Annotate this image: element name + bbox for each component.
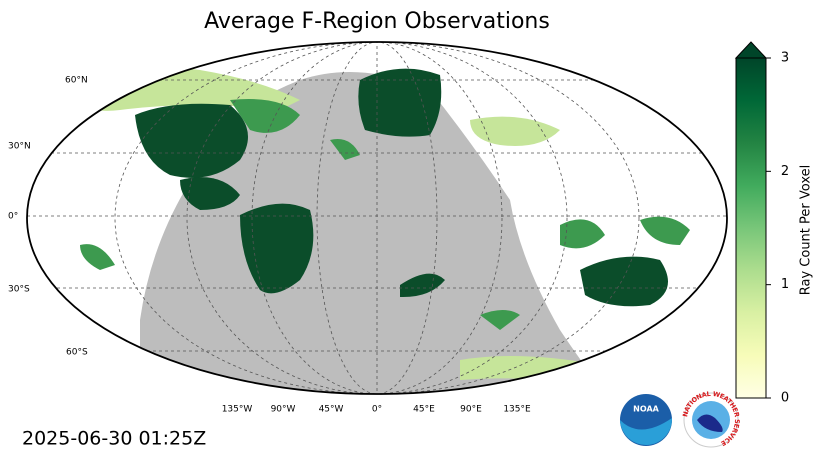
lon-label: 135°W [222,405,253,415]
lon-label: 135°E [503,405,531,415]
lon-label: 45°W [319,405,344,415]
lat-label: 60°S [66,348,88,358]
lat-label: 30°N [8,142,31,152]
colorbar-tick-label: 2 [781,164,789,179]
lat-labels: 60°N 30°N 0° 30°S 60°S [8,76,88,358]
colorbar-tick-label: 3 [781,51,789,66]
colorbar: 0 1 2 3 [734,41,789,406]
lon-labels: 135°W 90°W 45°W 0° 45°E 90°E 135°E [222,405,531,415]
lat-label: 0° [8,212,18,222]
colorbar-frame [735,57,767,399]
lat-label: 30°S [8,285,30,295]
noaa-text: NOAA [633,405,659,414]
nws-logo: NATIONAL WEATHER SERVICE [681,390,741,448]
timestamp: 2025-06-30 01:25Z [22,428,206,450]
colorbar-fill [736,58,766,398]
lon-label: 90°W [271,405,296,415]
lon-label: 90°E [460,405,482,415]
lat-label: 60°N [65,76,88,86]
noaa-logo: NOAA [620,394,673,446]
colorbar-label: Ray Count Per Voxel [799,165,814,295]
map-border [26,41,728,395]
colorbar-tick-label: 0 [781,391,789,406]
title: Average F-Region Observations [204,9,550,34]
lon-label: 45°E [413,405,435,415]
colorbar-tick-label: 1 [781,277,789,292]
lon-label: 0° [372,405,382,415]
map [26,41,728,395]
colorbar-extend [734,41,768,59]
